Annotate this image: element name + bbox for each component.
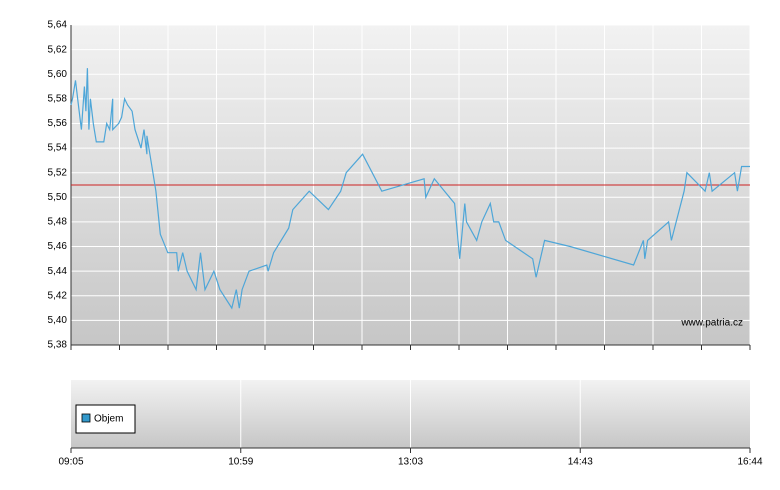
y-tick-label: 5,60: [48, 69, 68, 80]
y-tick-label: 5,56: [48, 118, 68, 129]
y-tick-label: 5,50: [48, 192, 68, 203]
watermark: www.patria.cz: [680, 318, 743, 329]
y-tick-label: 5,64: [48, 20, 68, 31]
x-tick-label: 16:44: [737, 457, 762, 468]
y-tick-label: 5,38: [48, 340, 68, 351]
legend-swatch: [81, 413, 91, 423]
y-tick-label: 5,46: [48, 241, 68, 252]
x-tick-label: 10:59: [228, 457, 253, 468]
x-tick-label: 14:43: [568, 457, 593, 468]
y-tick-label: 5,52: [48, 167, 68, 178]
x-tick-label: 13:03: [398, 457, 423, 468]
x-tick-label: 09:05: [58, 457, 83, 468]
y-tick-label: 5,40: [48, 315, 68, 326]
y-tick-label: 5,48: [48, 217, 68, 228]
price-line: [70, 68, 750, 310]
y-tick-label: 5,44: [48, 266, 68, 277]
y-tick-label: 5,54: [48, 143, 68, 154]
legend-label: Objem: [94, 414, 123, 425]
y-tick-label: 5,62: [48, 44, 68, 55]
y-tick-label: 5,58: [48, 93, 68, 104]
y-tick-label: 5,42: [48, 290, 68, 301]
